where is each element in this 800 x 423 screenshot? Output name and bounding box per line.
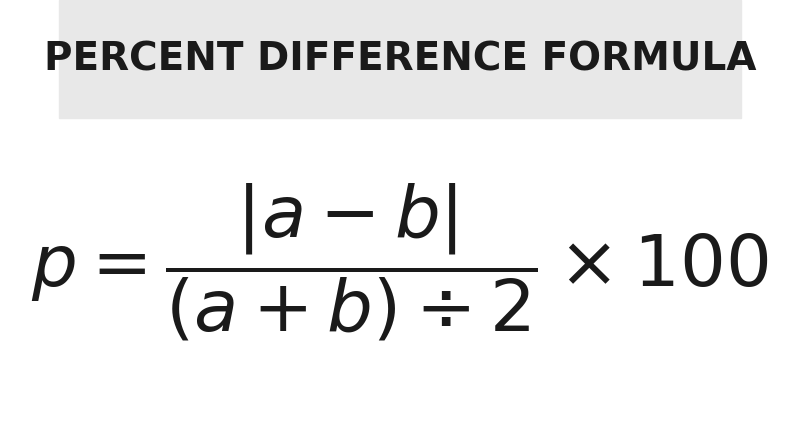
Text: $p = \dfrac{|a - b|}{(a + b) \div 2} \times 100$: $p = \dfrac{|a - b|}{(a + b) \div 2} \ti… [31,181,769,343]
Text: PERCENT DIFFERENCE FORMULA: PERCENT DIFFERENCE FORMULA [44,40,756,78]
Bar [58,0,742,118]
